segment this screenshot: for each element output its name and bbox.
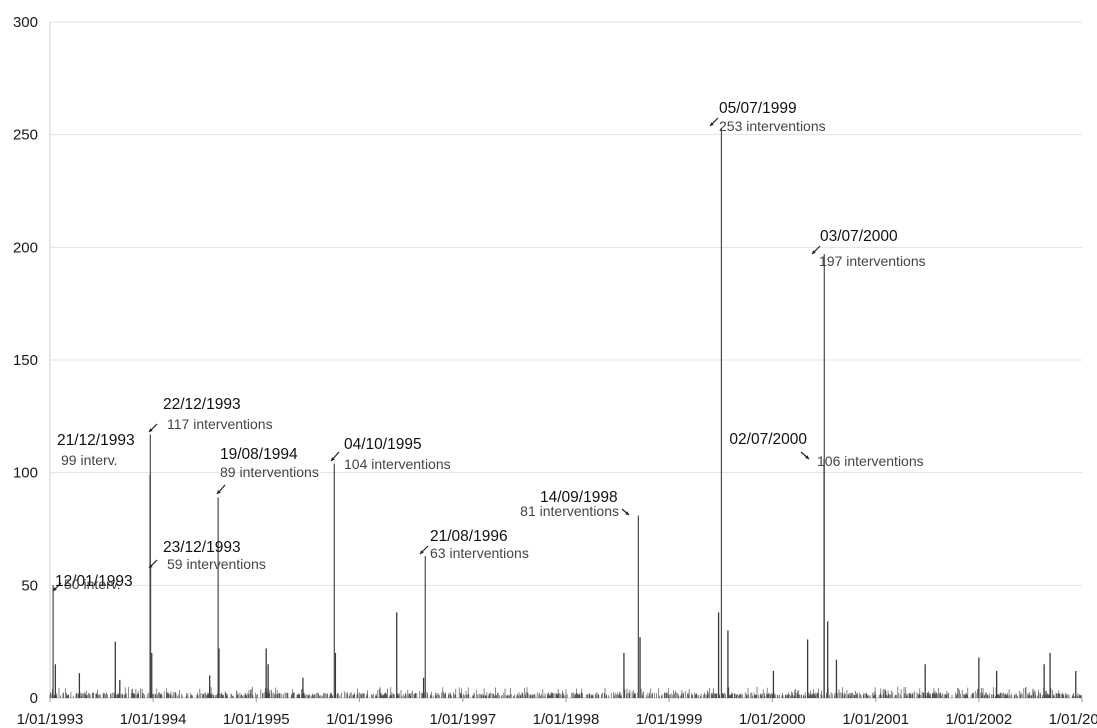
x-tick-label: 1/01/1993 [17,711,84,728]
x-tick-label: 1/01/1998 [533,711,600,728]
x-tick-label: 1/01/1999 [636,711,703,728]
y-tick-label: 0 [30,690,38,707]
peak-date-label: 21/12/1993 [57,432,135,449]
peak-count-label: 253 interventions [719,118,826,134]
y-tick-label: 100 [13,465,38,482]
peak-date-label: 05/07/1999 [719,100,797,117]
peak-count-label: 99 interv. [61,452,118,468]
peak-date-label: 22/12/1993 [163,396,241,413]
y-tick-label: 200 [13,239,38,256]
peak-count-label: 106 interventions [817,453,924,469]
pointer-arrowhead [53,587,57,591]
peak-date-label: 04/10/1995 [344,436,422,453]
pointer-arrowhead [710,122,714,126]
pointer-arrowhead [217,490,221,494]
pointer-arrowhead [625,511,629,515]
pointer-arrowhead [149,428,153,432]
x-tick-label: 1/01/2003 [1049,711,1097,728]
y-tick-label: 300 [13,14,38,31]
x-tick-label: 1/01/1995 [223,711,290,728]
x-tick-label: 1/01/1997 [429,711,496,728]
x-tick-label: 1/01/1994 [120,711,187,728]
x-tick-label: 1/01/1996 [326,711,393,728]
peak-count-label: 89 interventions [220,464,319,480]
y-tick-label: 50 [21,577,38,594]
peak-date-label: 23/12/1993 [163,539,241,556]
grid-lines [50,21,1082,586]
daily-bars [49,686,1082,698]
daily-noise [49,686,1082,698]
peak-date-label: 03/07/2000 [820,228,898,245]
x-axis: 1/01/1993 1/01/1994 1/01/1995 1/01/1996 1/01… [17,697,1097,728]
peak-date-label: 12/01/1993 [55,573,133,590]
y-tick-label: 150 [13,352,38,369]
y-axis: 0 50 100 150 200 250 300 [13,14,51,707]
pointer-arrowhead [420,550,424,554]
peak-count-label: 81 interventions [520,503,619,519]
pointer-arrowhead [331,457,335,461]
pointer-arrowhead [805,455,809,459]
peak-count-label: 63 interventions [430,545,529,561]
peak-date-label: 21/08/1996 [430,528,508,545]
peak-count-label: 59 interventions [167,556,266,572]
peak-count-label: 197 interventions [819,253,926,269]
peak-count-label: 117 interventions [167,416,273,432]
peak-count-label: 50 interv. [64,576,121,592]
minor-spike-bars [54,612,1077,698]
x-tick-label: 1/01/2002 [945,711,1012,728]
x-tick-label: 1/01/2000 [739,711,806,728]
pointer-arrowhead [812,250,816,254]
peak-date-label: 19/08/1994 [220,446,298,463]
peak-count-label: 104 interventions [344,456,451,472]
peak-bars [52,127,825,698]
y-tick-label: 250 [13,127,38,144]
pointer-arrowhead [149,564,153,568]
peak-date-label: 14/09/1998 [540,489,618,506]
x-tick-label: 1/01/2001 [842,711,909,728]
peak-date-label: 02/07/2000 [729,431,807,448]
